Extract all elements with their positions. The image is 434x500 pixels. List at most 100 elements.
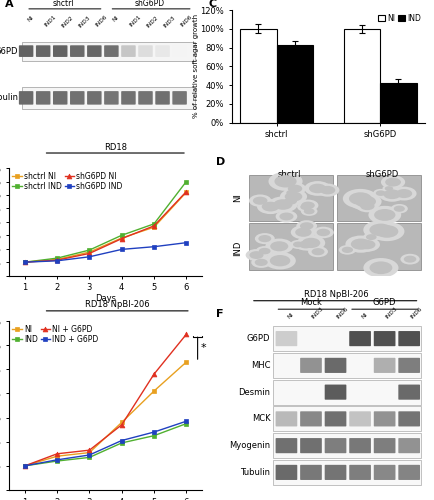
Circle shape <box>373 189 388 198</box>
NI + G6PD <box>119 422 124 428</box>
shG6PD NI <box>184 188 189 194</box>
Circle shape <box>291 225 316 240</box>
Text: NI: NI <box>360 312 368 320</box>
shG6PD IND <box>55 258 60 264</box>
Text: D: D <box>216 157 225 167</box>
FancyBboxPatch shape <box>325 438 346 453</box>
NI <box>151 388 157 394</box>
Text: IND2: IND2 <box>60 14 74 28</box>
FancyBboxPatch shape <box>325 384 346 400</box>
FancyBboxPatch shape <box>300 358 322 373</box>
IND + G6PD <box>151 429 157 435</box>
Circle shape <box>268 196 298 212</box>
Circle shape <box>363 220 398 240</box>
shctrl IND <box>151 221 157 227</box>
Circle shape <box>369 262 392 274</box>
IND + G6PD <box>119 438 124 444</box>
shG6PD NI <box>119 236 124 242</box>
Circle shape <box>302 238 320 248</box>
shctrl IND <box>22 259 27 265</box>
Circle shape <box>379 187 406 202</box>
Circle shape <box>391 204 408 214</box>
FancyBboxPatch shape <box>155 46 170 57</box>
FancyBboxPatch shape <box>276 412 297 426</box>
Text: NI: NI <box>286 312 294 320</box>
Circle shape <box>290 240 306 249</box>
IND + G6PD <box>87 452 92 458</box>
Circle shape <box>354 238 380 252</box>
Circle shape <box>259 248 270 254</box>
FancyBboxPatch shape <box>398 358 420 373</box>
Text: NI: NI <box>233 192 243 202</box>
Text: G6PD: G6PD <box>247 334 270 343</box>
IND <box>119 440 124 446</box>
Circle shape <box>256 246 274 256</box>
FancyBboxPatch shape <box>349 331 371 346</box>
FancyBboxPatch shape <box>36 46 50 57</box>
Bar <box>344 29 380 122</box>
shG6PD NI <box>55 257 60 263</box>
shctrl NI <box>119 235 124 241</box>
FancyBboxPatch shape <box>398 465 420 480</box>
Circle shape <box>391 186 417 200</box>
shG6PD NI <box>151 223 157 229</box>
FancyBboxPatch shape <box>276 465 297 480</box>
Text: IND6: IND6 <box>409 306 423 320</box>
Circle shape <box>363 232 379 241</box>
Circle shape <box>376 190 386 196</box>
FancyBboxPatch shape <box>70 46 85 57</box>
Circle shape <box>269 172 302 191</box>
Text: Mock: Mock <box>300 298 322 308</box>
Text: RD18: RD18 <box>104 143 127 152</box>
Bar <box>273 326 421 351</box>
Circle shape <box>257 199 284 214</box>
Text: IND6: IND6 <box>94 14 108 28</box>
shG6PD IND <box>22 259 27 265</box>
Circle shape <box>295 238 316 250</box>
Line: shG6PD IND: shG6PD IND <box>23 240 189 264</box>
Text: IND1: IND1 <box>128 14 142 28</box>
FancyBboxPatch shape <box>121 46 136 57</box>
Circle shape <box>375 225 398 238</box>
Circle shape <box>317 228 330 236</box>
Circle shape <box>262 202 279 211</box>
shG6PD IND <box>184 240 189 246</box>
FancyBboxPatch shape <box>300 438 322 453</box>
Circle shape <box>369 222 404 241</box>
FancyBboxPatch shape <box>53 46 67 57</box>
Text: Tubulin: Tubulin <box>240 468 270 477</box>
Text: IND6: IND6 <box>335 306 349 320</box>
Legend: NI, IND: NI, IND <box>378 14 421 23</box>
Bar <box>249 224 333 270</box>
FancyBboxPatch shape <box>398 331 420 346</box>
FancyBboxPatch shape <box>138 46 153 57</box>
Circle shape <box>312 248 325 256</box>
Circle shape <box>383 190 401 199</box>
shG6PD NI <box>22 259 27 265</box>
Circle shape <box>251 257 271 268</box>
Circle shape <box>293 242 303 248</box>
Text: C: C <box>208 0 217 9</box>
Circle shape <box>296 220 317 232</box>
Line: NI + G6PD: NI + G6PD <box>23 332 189 468</box>
Text: shctrl: shctrl <box>52 0 74 8</box>
shctrl IND <box>184 178 189 184</box>
FancyBboxPatch shape <box>276 438 297 453</box>
Circle shape <box>401 254 420 264</box>
Text: NI: NI <box>26 14 34 22</box>
IND <box>87 454 92 460</box>
Circle shape <box>255 259 268 266</box>
FancyBboxPatch shape <box>19 91 33 104</box>
Text: IND: IND <box>233 241 243 256</box>
Circle shape <box>264 252 296 270</box>
FancyBboxPatch shape <box>349 412 371 426</box>
Text: A: A <box>5 0 13 9</box>
NI <box>184 359 189 365</box>
NI <box>119 420 124 426</box>
Circle shape <box>394 206 405 212</box>
FancyBboxPatch shape <box>276 331 297 346</box>
Text: shctrl: shctrl <box>278 170 302 179</box>
shG6PD IND <box>151 244 157 250</box>
Circle shape <box>308 246 328 257</box>
Circle shape <box>385 178 401 186</box>
